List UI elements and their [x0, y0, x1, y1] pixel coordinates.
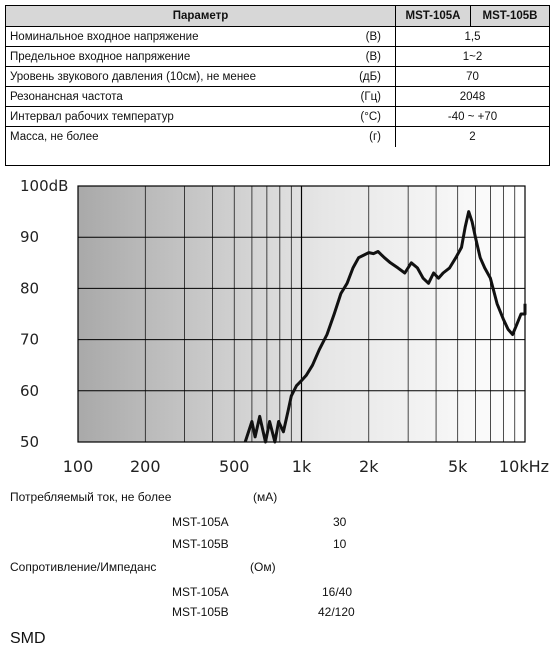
spec-value: 2048: [459, 91, 486, 103]
spec-value: 1,5: [464, 31, 481, 43]
spec-row: Резонансная частота (Гц) 2048: [6, 86, 549, 107]
grid-lines: [78, 186, 525, 442]
x-tick-label: 200: [130, 457, 161, 476]
impedance-value-a: 16/40: [322, 585, 353, 599]
spec-unit: (Гц): [360, 91, 381, 103]
impedance-label: Сопротивление/Импеданс: [10, 560, 157, 574]
impedance-model-a: MST-105A: [172, 585, 229, 599]
x-tick-label: 500: [219, 457, 250, 476]
y-tick-labels: 100dB 90 80 70 60 50: [20, 177, 68, 451]
spec-row: Номинальное входное напряжение (В) 1,5: [6, 26, 549, 47]
y-tick-label: 100dB: [20, 177, 68, 195]
spec-row: Уровень звукового давления (10см), не ме…: [6, 66, 549, 87]
header-model-b: MST-105B: [482, 10, 538, 22]
spec-table: Параметр MST-105A MST-105B Номинальное в…: [5, 5, 550, 166]
impedance-value-b: 42/120: [318, 605, 355, 619]
spec-param: Интервал рабочих температур: [10, 111, 174, 123]
spec-unit: (В): [365, 31, 381, 43]
x-tick-label: 1k: [292, 457, 312, 476]
consumption-value-b: 10: [333, 537, 347, 551]
spec-unit: (В): [365, 51, 381, 63]
spec-param: Предельное входное напряжение: [10, 51, 191, 63]
y-tick-label: 60: [20, 382, 39, 400]
frequency-response-chart: 100dB 90 80 70 60 50 100 200 500 1k 2k 5k 10kHz: [0, 160, 554, 480]
spec-value: 70: [466, 71, 479, 83]
header-model-a: MST-105A: [396, 6, 471, 26]
spec-unit: (°C): [360, 111, 381, 123]
spec-value: 2: [469, 131, 476, 143]
spec-value: -40 ~ +70: [447, 111, 498, 123]
spec-param: Уровень звукового давления (10см), не ме…: [10, 71, 256, 83]
consumption-model-b: MST-105B: [172, 537, 229, 551]
consumption-unit: (мА): [253, 490, 278, 504]
y-tick-label: 50: [20, 433, 39, 451]
x-tick-label: 100: [63, 457, 94, 476]
y-tick-label: 80: [20, 279, 39, 297]
spec-table-header: Параметр MST-105A MST-105B: [6, 6, 549, 26]
spec-value: 1~2: [462, 51, 483, 63]
spec-param: Номинальное входное напряжение: [10, 31, 199, 43]
spec-param: Резонансная частота: [10, 91, 123, 103]
spec-unit: (дБ): [359, 71, 381, 83]
consumption-label: Потребляемый ток, не более: [10, 490, 172, 504]
x-tick-label: 5k: [448, 457, 468, 476]
chart-svg: 100dB 90 80 70 60 50 100 200 500 1k 2k 5k 10kHz: [20, 177, 549, 476]
header-param: Параметр: [6, 6, 396, 26]
spec-param: Масса, не более: [10, 131, 99, 143]
consumption-value-a: 30: [333, 515, 347, 529]
x-tick-label: 2k: [359, 457, 379, 476]
x-tick-labels: 100 200 500 1k 2k 5k 10kHz: [63, 457, 549, 476]
impedance-unit: (Ом): [250, 560, 276, 574]
spec-row: Предельное входное напряжение (В) 1~2: [6, 46, 549, 67]
x-tick-label: 10kHz: [499, 457, 549, 476]
response-curve: [243, 210, 527, 444]
spec-row: Интервал рабочих температур (°C) -40 ~ +7…: [6, 106, 549, 127]
spec-unit: (г): [369, 131, 381, 143]
package-type: SMD: [10, 630, 46, 647]
consumption-model-a: MST-105A: [172, 515, 229, 529]
spec-row: Масса, не более (г) 2: [6, 126, 549, 147]
y-tick-label: 90: [20, 228, 39, 246]
impedance-model-b: MST-105B: [172, 605, 229, 619]
y-tick-label: 70: [20, 331, 39, 349]
